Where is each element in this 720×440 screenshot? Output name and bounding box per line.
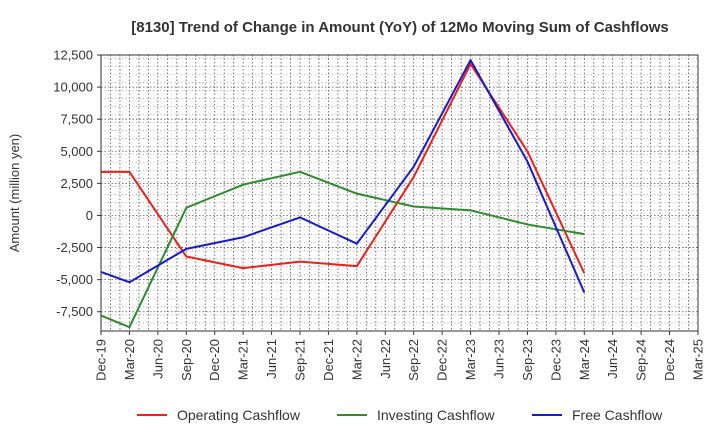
x-tick-label: Jun-20 bbox=[150, 339, 165, 379]
y-tick-label: -7,500 bbox=[56, 304, 93, 319]
y-tick-label: 12,500 bbox=[53, 48, 93, 63]
x-axis-ticks: Dec-19 Mar-20 Jun-20 Sep-20 Dec-20 Mar-21 Jun-… bbox=[94, 331, 706, 381]
x-tick-label: Mar-24 bbox=[577, 339, 592, 380]
x-tick-label: Sep-21 bbox=[293, 339, 308, 381]
y-tick-label: 2,500 bbox=[60, 176, 93, 191]
y-tick-label: 5,000 bbox=[60, 144, 93, 159]
x-tick-label: Dec-23 bbox=[548, 339, 563, 381]
x-tick-label: Mar-20 bbox=[122, 339, 137, 380]
x-tick-label: Jun-22 bbox=[378, 339, 393, 379]
y-tick-label: 10,000 bbox=[53, 80, 93, 95]
y-tick-label: 0 bbox=[86, 208, 93, 223]
y-axis-ticks: 12,500 10,000 7,500 5,000 2,500 0 -2,500 -5,000… bbox=[53, 48, 101, 319]
x-tick-label: Sep-24 bbox=[634, 339, 649, 381]
x-tick-label: Mar-22 bbox=[349, 339, 364, 380]
legend: Operating Cashflow Investing Cashflow Free… bbox=[137, 407, 663, 423]
x-tick-label: Sep-23 bbox=[520, 339, 535, 381]
y-tick-label: -2,500 bbox=[56, 240, 93, 255]
legend-label: Investing Cashflow bbox=[377, 407, 495, 423]
series-line-investing-cashflow bbox=[100, 170, 585, 329]
x-tick-label: Dec-19 bbox=[94, 339, 109, 381]
series-lines bbox=[100, 59, 586, 329]
x-tick-label: Dec-21 bbox=[321, 339, 336, 381]
x-tick-label: Mar-25 bbox=[691, 339, 706, 380]
plot-border bbox=[100, 54, 699, 332]
chart-title: [8130] Trend of Change in Amount (YoY) o… bbox=[131, 19, 669, 36]
x-tick-label: Jun-21 bbox=[264, 339, 279, 379]
legend-label: Free Cashflow bbox=[572, 407, 663, 423]
x-tick-label: Dec-22 bbox=[435, 339, 450, 381]
x-tick-label: Sep-20 bbox=[179, 339, 194, 381]
x-tick-label: Jun-24 bbox=[605, 339, 620, 379]
y-axis-label: Amount (million yen) bbox=[7, 134, 22, 253]
grid-lines bbox=[100, 54, 699, 332]
y-tick-label: 7,500 bbox=[60, 112, 93, 127]
x-tick-label: Mar-21 bbox=[236, 339, 251, 380]
y-tick-label: -5,000 bbox=[56, 272, 93, 287]
plot-area bbox=[100, 54, 699, 332]
x-tick-label: Sep-22 bbox=[406, 339, 421, 381]
x-tick-label: Mar-23 bbox=[463, 339, 478, 380]
x-tick-label: Dec-20 bbox=[207, 339, 222, 381]
series-line-free-cashflow bbox=[100, 59, 586, 293]
legend-label: Operating Cashflow bbox=[177, 407, 301, 423]
x-tick-label: Dec-24 bbox=[662, 339, 677, 381]
series-line-operating-cashflow bbox=[101, 62, 586, 274]
x-tick-label: Jun-23 bbox=[492, 339, 507, 379]
